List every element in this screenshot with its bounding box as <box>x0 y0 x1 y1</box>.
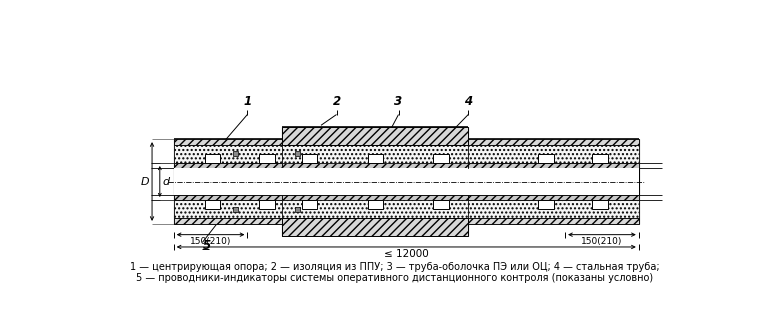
Bar <box>205 200 220 209</box>
Text: d: d <box>162 177 169 187</box>
Bar <box>367 200 383 209</box>
Bar <box>174 200 283 218</box>
Bar <box>259 154 274 163</box>
Text: 1: 1 <box>243 95 252 108</box>
Bar <box>468 218 639 224</box>
Bar <box>174 163 283 168</box>
Bar <box>283 127 468 144</box>
Text: 2: 2 <box>333 95 340 108</box>
Bar <box>302 154 317 163</box>
Bar <box>233 207 238 211</box>
Bar <box>468 168 639 195</box>
Text: 3: 3 <box>394 95 403 108</box>
Bar <box>468 144 639 163</box>
Bar <box>174 195 283 200</box>
Bar <box>283 144 468 163</box>
Bar <box>283 168 468 195</box>
Text: 1 — центрирующая опора; 2 — изоляция из ППУ; 3 — труба-оболочка ПЭ или ОЦ; 4 — с: 1 — центрирующая опора; 2 — изоляция из … <box>130 262 659 272</box>
Bar <box>283 195 468 200</box>
Bar <box>174 138 639 225</box>
Text: 4: 4 <box>464 95 472 108</box>
Bar <box>468 195 639 200</box>
Bar <box>592 200 608 209</box>
Text: 150(210): 150(210) <box>581 237 623 246</box>
Bar <box>434 154 449 163</box>
Bar <box>283 200 468 218</box>
Bar <box>468 139 639 144</box>
Bar <box>538 154 554 163</box>
Bar <box>592 154 608 163</box>
Bar <box>283 218 468 236</box>
Bar <box>468 200 639 218</box>
Bar <box>367 154 383 163</box>
Text: D: D <box>140 177 149 187</box>
Bar <box>174 218 283 224</box>
Text: 150(210): 150(210) <box>190 237 231 246</box>
Text: 5 — проводники-индикаторы системы оперативного дистанционного контроля (показаны: 5 — проводники-индикаторы системы операт… <box>136 273 653 283</box>
Text: ≤ 12000: ≤ 12000 <box>384 249 429 259</box>
Bar <box>283 163 468 168</box>
Bar <box>538 200 554 209</box>
Bar <box>174 168 283 195</box>
Bar <box>174 139 283 144</box>
Bar <box>468 163 639 168</box>
Bar <box>174 144 283 163</box>
Bar <box>283 139 468 224</box>
Bar <box>302 200 317 209</box>
Bar <box>233 151 238 156</box>
Bar <box>205 154 220 163</box>
Bar <box>296 151 300 156</box>
Bar <box>259 200 274 209</box>
Bar <box>434 200 449 209</box>
Bar <box>296 207 300 211</box>
Text: 5: 5 <box>203 239 210 252</box>
